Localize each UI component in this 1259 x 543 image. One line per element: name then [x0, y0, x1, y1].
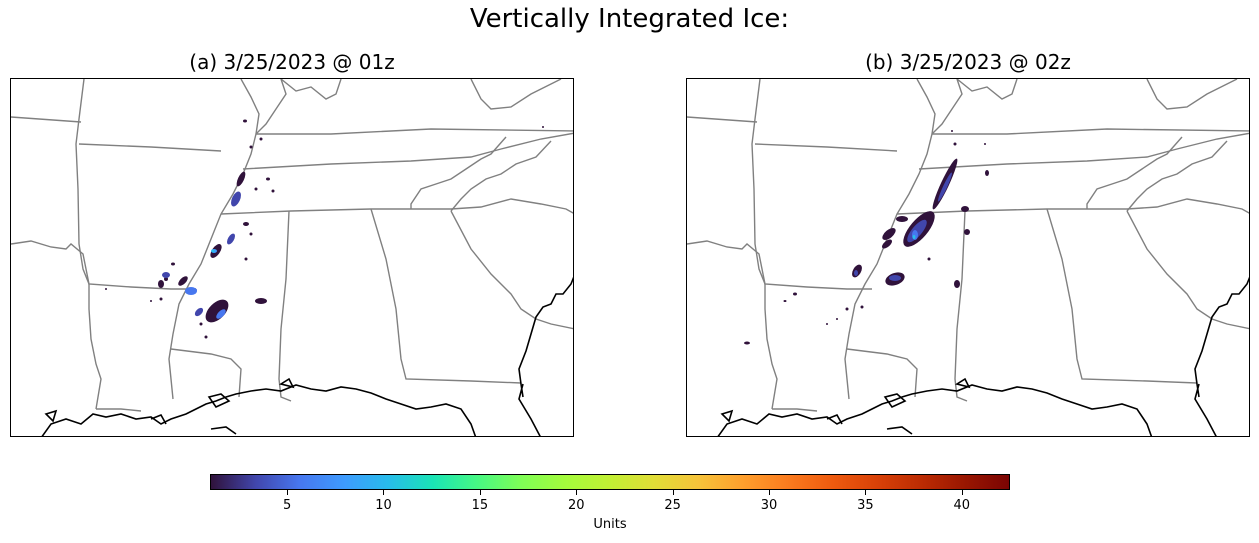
colorbar-label: Units [593, 517, 627, 532]
map-panel-a-svg [11, 79, 573, 436]
colorbar-tick [576, 490, 578, 495]
colorbar-tick [672, 490, 674, 495]
colorbar-tick-label: 10 [375, 498, 392, 513]
ice-echoes [744, 130, 989, 345]
coastline [41, 276, 573, 436]
figure-title: Vertically Integrated Ice: [469, 4, 790, 34]
map-panel-b-svg [687, 79, 1249, 436]
colorbar-tick-label: 30 [760, 498, 778, 513]
ice-echoes [105, 119, 544, 339]
state-borders [11, 79, 573, 412]
colorbar-tick [383, 490, 385, 495]
colorbar-tick-label: 40 [953, 498, 971, 513]
map-panel-a [10, 78, 574, 437]
colorbar [210, 474, 1010, 490]
colorbar-tick-label: 15 [471, 498, 489, 513]
colorbar-tick-label: 35 [857, 498, 874, 513]
map-panel-b [686, 78, 1250, 437]
colorbar-tick-label: 5 [282, 498, 292, 513]
panel-a-title: (a) 3/25/2023 @ 01z [189, 50, 395, 74]
colorbar-tick [865, 490, 867, 495]
colorbar-tick-label: 20 [567, 498, 585, 513]
state-borders [687, 79, 1249, 412]
colorbar-tick [961, 490, 963, 495]
colorbar-tick [769, 490, 771, 495]
colorbar-tick [287, 490, 289, 495]
coastline [717, 276, 1249, 436]
colorbar-tick [479, 490, 481, 495]
panel-b-title: (b) 3/25/2023 @ 02z [865, 50, 1071, 74]
colorbar-tick-label: 25 [664, 498, 681, 513]
